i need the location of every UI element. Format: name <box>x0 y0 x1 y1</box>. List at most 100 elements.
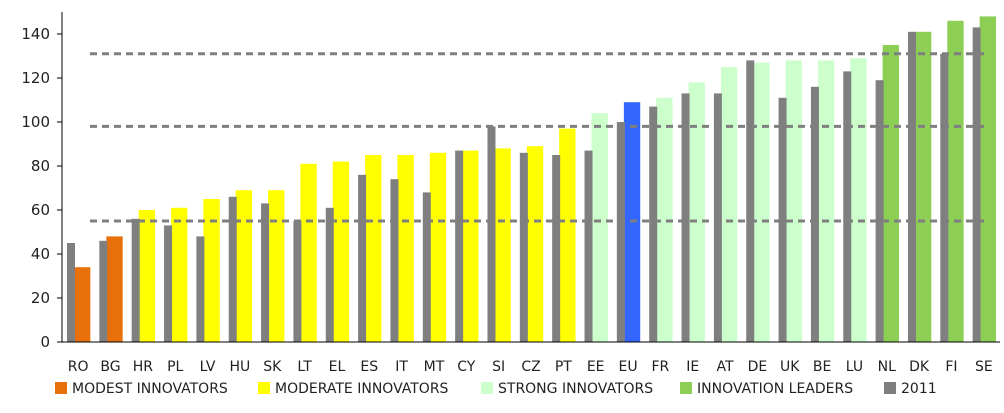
bar-2011-mt <box>422 192 431 342</box>
y-tick-label: 60 <box>31 201 50 219</box>
x-tick-label: LV <box>200 359 216 375</box>
x-tick-label: EE <box>587 359 605 375</box>
legend-label: INNOVATION LEADERS <box>697 381 853 397</box>
y-tick-label: 40 <box>31 245 50 263</box>
bar-hr <box>138 210 156 342</box>
y-axis-ticks: 0 20 40 60 80 100 120 140 <box>21 25 62 351</box>
x-tick-label: IT <box>395 359 408 375</box>
x-tick-label: HR <box>133 359 154 375</box>
bar-ro <box>74 267 91 342</box>
bar-2011-at <box>713 93 722 343</box>
bar-2011-lt <box>293 221 302 342</box>
bar-el <box>332 161 350 342</box>
bar-fr <box>656 97 673 342</box>
x-tick-label: EU <box>618 359 637 375</box>
legend-swatch <box>884 382 896 394</box>
bar-cz <box>526 146 544 342</box>
y-tick-label: 120 <box>21 69 50 87</box>
x-tick-label: AT <box>717 359 734 375</box>
bar-se <box>979 16 996 343</box>
legend-label: 2011 <box>901 381 937 397</box>
bar-2011-fi <box>940 53 949 343</box>
bars <box>67 16 996 343</box>
y-tick-label: 20 <box>31 289 50 307</box>
x-tick-label: CY <box>457 359 476 375</box>
bar-2011-lu <box>843 71 852 343</box>
bar-2011-es <box>358 174 367 342</box>
bar-2011-se <box>972 27 981 343</box>
x-tick-label: PT <box>555 359 572 375</box>
legend-label: STRONG INNOVATORS <box>498 381 653 397</box>
bar-sk <box>268 190 285 342</box>
bar-lt <box>300 163 317 342</box>
bar-2011-fr <box>649 106 658 342</box>
bar-2011-dk <box>907 31 916 343</box>
legend-label: MODERATE INNOVATORS <box>275 381 449 397</box>
bar-2011-ro <box>67 243 75 342</box>
bar-2011-el <box>325 207 334 342</box>
bar-cy <box>462 150 479 342</box>
bar-dk <box>914 31 932 343</box>
bar-hu <box>235 190 253 342</box>
y-tick-label: 80 <box>31 157 50 175</box>
bar-ie <box>688 82 705 343</box>
bar-it <box>397 155 414 342</box>
bar-2011-eu <box>616 122 625 342</box>
bar-2011-it <box>390 179 399 342</box>
bar-2011-pt <box>552 155 561 342</box>
bar-2011-uk <box>778 97 787 342</box>
x-tick-label: DK <box>909 359 930 375</box>
bar-pt <box>559 128 576 342</box>
bar-2011-pl <box>164 225 173 342</box>
bar-fi <box>947 20 964 343</box>
x-tick-label: BG <box>100 359 120 375</box>
x-tick-label: PL <box>167 359 183 375</box>
bar-2011-bg <box>99 240 108 342</box>
x-tick-label: BE <box>813 359 831 375</box>
x-tick-label: LT <box>297 359 312 375</box>
bar-2011-de <box>746 60 755 343</box>
x-tick-label: EL <box>329 359 346 375</box>
bar-bg <box>106 236 123 342</box>
x-tick-label: RO <box>68 359 89 375</box>
legend-swatch <box>481 382 493 394</box>
bar-2011-sk <box>261 203 270 342</box>
bar-lv <box>203 199 220 342</box>
bar-at <box>720 67 738 342</box>
x-tick-label: SI <box>492 359 505 375</box>
x-tick-label: ES <box>360 359 378 375</box>
x-tick-label: DE <box>748 359 768 375</box>
bar-si <box>494 148 511 342</box>
bar-2011-lv <box>196 236 205 342</box>
bar-mt <box>429 152 447 342</box>
bar-2011-nl <box>875 80 884 342</box>
x-tick-label: LU <box>846 359 863 375</box>
x-tick-label: SE <box>975 359 993 375</box>
reference-lines <box>90 52 984 223</box>
x-tick-label: FI <box>945 359 957 375</box>
legend-swatch <box>55 382 67 394</box>
bar-2011-be <box>810 86 819 342</box>
bar-2011-hr <box>131 218 140 342</box>
x-tick-label: MT <box>424 359 445 375</box>
y-tick-label: 0 <box>40 333 50 351</box>
x-axis-labels: RO BG HR PL LV HU SK LT EL ES IT MT CY SI CZ PT EE EU FR IE… <box>68 359 993 375</box>
bar-es <box>365 155 382 342</box>
x-tick-label: NL <box>878 359 896 375</box>
bar-uk <box>785 60 802 343</box>
bar-2011-ee <box>584 150 593 342</box>
legend-swatch <box>258 382 270 394</box>
x-tick-label: FR <box>651 359 669 375</box>
x-tick-label: CZ <box>521 359 540 375</box>
bar-pl <box>171 207 188 342</box>
bar-de <box>753 62 770 342</box>
legend-swatch <box>680 382 692 394</box>
x-tick-label: SK <box>263 359 282 375</box>
x-tick-label: UK <box>780 359 800 375</box>
bar-be <box>817 60 835 343</box>
y-tick-label: 140 <box>21 25 50 43</box>
x-tick-label: IE <box>686 359 699 375</box>
bar-nl <box>882 45 899 342</box>
legend-label: MODEST INNOVATORS <box>72 381 228 397</box>
